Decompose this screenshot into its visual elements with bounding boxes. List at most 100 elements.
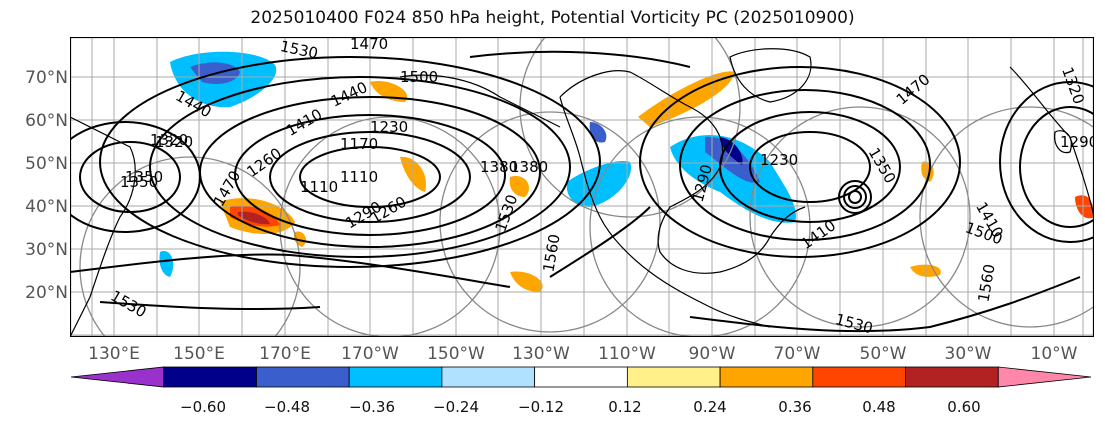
lon-label-170e: 170°E — [259, 344, 311, 364]
coastline-north-america — [559, 70, 806, 274]
lon-label-150w: 150°W — [427, 344, 485, 364]
contour-label: 1350 — [120, 173, 158, 191]
colorbar-tick-label: −0.60 — [180, 398, 226, 416]
lon-label-170w: 170°W — [341, 344, 399, 364]
lon-label-30w: 30°W — [944, 344, 992, 364]
lat-label-40n: 40°N — [25, 197, 68, 217]
colorbar-tick-label: −0.36 — [349, 398, 395, 416]
contour-label: 1350 — [125, 168, 163, 186]
colorbar-segment — [163, 366, 257, 388]
range-circle — [589, 116, 811, 337]
pv-positive-area — [238, 211, 270, 225]
colorbar-segment — [256, 366, 350, 388]
colorbar-segment — [534, 366, 628, 388]
contour-label: 1290 — [1060, 133, 1094, 151]
lon-label-10w: 10°W — [1030, 344, 1078, 364]
pv-negative-area — [705, 136, 760, 183]
lat-label-30n: 30°N — [25, 240, 68, 260]
height-contour — [299, 146, 441, 208]
colorbar-tick-label: 0.60 — [947, 398, 981, 416]
range-circle — [749, 106, 971, 328]
colorbar-tick-label: −0.12 — [518, 398, 564, 416]
coastline-uk — [1054, 130, 1072, 154]
range-circle — [79, 156, 301, 337]
colorbar-segment — [719, 366, 814, 388]
lat-label-20n: 20°N — [25, 283, 68, 303]
lon-label-50w: 50°W — [859, 344, 907, 364]
height-contour — [149, 76, 571, 258]
coastline-greenland — [729, 48, 812, 103]
colorbar-tick-label: 0.12 — [608, 398, 642, 416]
colorbar-segment — [997, 366, 1092, 388]
colorbar-segment — [626, 366, 721, 388]
pv-negative-area — [670, 135, 796, 223]
height-contours — [70, 50, 1094, 333]
range-circles — [79, 37, 1094, 337]
pv-positive-area — [509, 176, 530, 197]
colorbar-segment — [70, 366, 165, 388]
height-contour — [549, 206, 651, 278]
lon-label-150e: 150°E — [173, 344, 225, 364]
height-contour — [234, 114, 506, 236]
colorbar-tick-label: −0.48 — [264, 398, 310, 416]
height-contour — [689, 276, 1081, 333]
colorbar-tick-label: −0.24 — [433, 398, 479, 416]
range-circle — [919, 106, 1094, 328]
map-panel: 1530 1470 1500 1440 1440 1410 1230 1320 … — [70, 37, 1094, 337]
height-contour — [469, 50, 691, 68]
contour-label: 1470 — [350, 37, 388, 53]
contour-label: 1110 — [340, 168, 378, 186]
colorbar — [70, 366, 1092, 388]
contour-label: 1230 — [370, 118, 408, 136]
pv-positive-area — [510, 271, 543, 292]
height-contour — [99, 301, 321, 311]
pv-negative-area — [159, 251, 174, 277]
coastline-alaska — [399, 74, 561, 128]
contour-label: 1320 — [150, 131, 188, 149]
height-contour — [1019, 106, 1094, 228]
height-contour — [999, 81, 1094, 243]
lat-label-50n: 50°N — [25, 154, 68, 174]
contour-label: 1500 — [400, 68, 438, 86]
map-title: 2025010400 F024 850 hPa height, Potentia… — [250, 8, 855, 28]
pv-positive-area — [370, 81, 408, 102]
height-contour — [79, 141, 181, 213]
map-frame — [70, 37, 1094, 337]
lat-label-60n: 60°N — [25, 111, 68, 131]
coastline-mexico — [649, 271, 771, 328]
contour-label: 1110 — [300, 178, 338, 196]
coastline-asia — [70, 116, 136, 337]
pv-positive-area — [1075, 195, 1094, 219]
colorbar-tick-label: 0.36 — [778, 398, 812, 416]
height-contour — [70, 253, 511, 288]
lat-label-70n: 70°N — [25, 68, 68, 88]
height-contour — [99, 56, 601, 268]
range-circle — [439, 111, 661, 333]
height-contour — [70, 121, 201, 233]
lon-label-130e: 130°E — [88, 344, 140, 364]
colorbar-tick-label: 0.24 — [693, 398, 727, 416]
lon-label-90w: 90°W — [688, 344, 736, 364]
height-contour — [749, 131, 871, 203]
lon-label-110w: 110°W — [598, 344, 656, 364]
contour-label: 1170 — [340, 135, 378, 153]
colorbar-segment — [905, 366, 999, 388]
contour-label: 1230 — [760, 151, 798, 169]
height-contour — [848, 190, 862, 204]
contour-label: 1380 — [510, 158, 548, 176]
height-contour — [843, 185, 867, 209]
height-contour — [269, 131, 471, 223]
height-contour — [719, 111, 901, 223]
contour-label: 1380 — [480, 158, 518, 176]
colorbar-tick-label: 0.48 — [862, 398, 896, 416]
colorbar-segment — [812, 366, 906, 388]
lon-label-130w: 130°W — [512, 344, 570, 364]
height-contour — [838, 180, 872, 214]
colorbar-segment — [348, 366, 443, 388]
range-circle — [279, 116, 501, 337]
contour-label: 1320 — [155, 133, 193, 151]
colorbar-segment — [441, 366, 536, 388]
lon-label-70w: 70°W — [773, 344, 821, 364]
height-contour — [639, 66, 961, 258]
height-contour — [679, 89, 931, 241]
